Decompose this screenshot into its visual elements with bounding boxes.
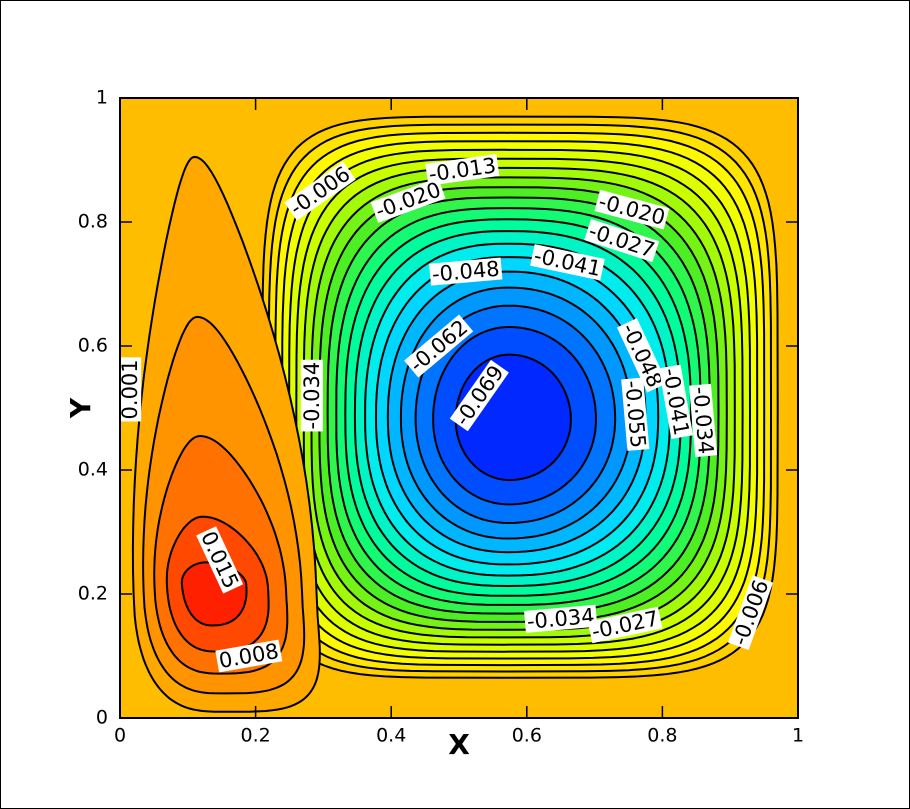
contour-label-box (215, 639, 283, 673)
x-tick-label: 0.6 (512, 725, 542, 747)
contour-label-box (196, 526, 244, 594)
x-tick-label: 0 (114, 725, 126, 747)
axes-frame (119, 97, 799, 719)
contour-label-box (449, 359, 509, 432)
y-tick-label: 0.4 (78, 459, 108, 481)
y-tick-label: 0.2 (78, 583, 108, 605)
contour-label-box (370, 177, 446, 223)
contour-label-box (404, 314, 474, 378)
contour-label-box (621, 377, 650, 451)
contour-label: -0.034 (300, 359, 324, 432)
contour-label-box (300, 359, 323, 432)
contour-label-box (119, 357, 142, 422)
y-tick-label: 0.8 (78, 211, 108, 233)
contour-label-box (429, 257, 503, 286)
contour-label: -0.055 (620, 377, 650, 451)
contour-label-box (616, 318, 668, 393)
contour-label: 0.001 (118, 357, 142, 422)
contour-label-text: -0.055 (620, 379, 650, 449)
contour-label-box (594, 189, 670, 230)
contour-label-box (524, 604, 598, 633)
contour-label-box (584, 219, 660, 263)
contour-label-box (587, 606, 663, 644)
x-tick-label: 0.2 (240, 725, 270, 747)
plot-area: -0.006 -0.013-0.020 -0.020-0.027-0.041-0.0… (118, 98, 798, 718)
contour-label: -0.034 (524, 604, 598, 634)
contour-label-box (727, 575, 774, 651)
x-tick-label: 0.4 (376, 725, 406, 747)
contour-label-text: 0.001 (118, 359, 142, 419)
y-tick-label: 1 (96, 87, 108, 109)
contour-label-box (688, 383, 718, 458)
x-tick-label: 1 (792, 725, 804, 747)
contour-label-box (530, 244, 605, 281)
x-tick-label: 0.8 (647, 725, 677, 747)
y-axis-title: Y (64, 397, 97, 419)
contour-label-text: -0.034 (526, 604, 596, 634)
contour-label-box (658, 364, 694, 440)
contour-label-text: -0.034 (300, 362, 324, 430)
contour-label-text: -0.048 (431, 257, 501, 287)
contour-label-text: -0.034 (688, 386, 718, 456)
x-axis-title: X (448, 728, 470, 761)
contour-label-box (425, 154, 500, 186)
y-tick-label: 0 (96, 707, 108, 729)
contour-label: -0.048 (429, 257, 503, 287)
y-tick-label: 0.6 (78, 335, 108, 357)
contour-label-box (284, 161, 356, 221)
contour-label: -0.034 (688, 383, 718, 458)
